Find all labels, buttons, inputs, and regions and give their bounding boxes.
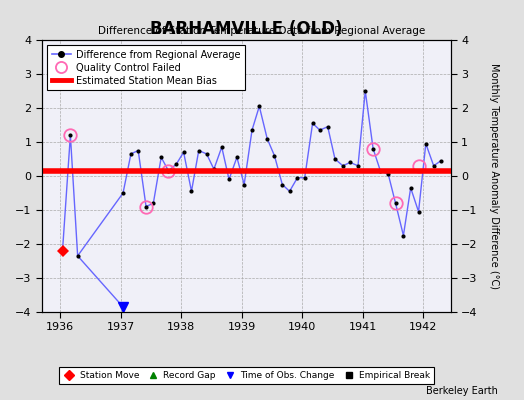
Text: Difference of Station Temperature Data from Regional Average: Difference of Station Temperature Data f… [99, 26, 425, 36]
Legend: Station Move, Record Gap, Time of Obs. Change, Empirical Break: Station Move, Record Gap, Time of Obs. C… [59, 368, 434, 384]
Text: Berkeley Earth: Berkeley Earth [426, 386, 498, 396]
Y-axis label: Monthly Temperature Anomaly Difference (°C): Monthly Temperature Anomaly Difference (… [489, 63, 499, 289]
Title: BARHAMVILLE (OLD): BARHAMVILLE (OLD) [150, 20, 343, 38]
